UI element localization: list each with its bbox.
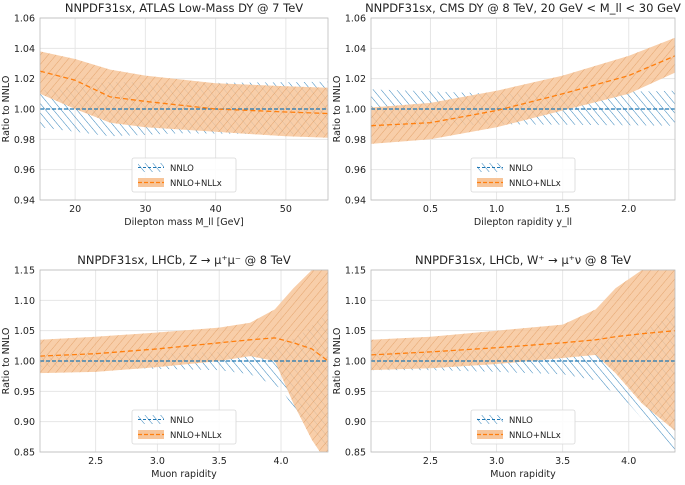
y-tick-label: 1.00 xyxy=(345,105,366,116)
nnlo-nllx-center-line xyxy=(371,330,675,356)
x-tick-label: 4.0 xyxy=(621,456,636,467)
y-tick-label: 1.04 xyxy=(345,44,366,55)
legend-label-nnlo-nllx: NNLO+NLLx xyxy=(170,431,222,441)
nnlo-nllx-band-hatch xyxy=(371,270,675,431)
chart-title: NNPDF31sx, LHCb, Z → μ⁺μ⁻ @ 8 TeV xyxy=(77,253,291,267)
y-tick-label: 1.00 xyxy=(14,357,35,368)
nnlo-nllx-center-line xyxy=(371,55,675,127)
plot-area xyxy=(40,270,328,452)
x-tick-label: 3.5 xyxy=(212,456,227,467)
y-axis-label: Ratio to NNLO xyxy=(332,76,343,143)
y-tick-label: 0.96 xyxy=(14,165,35,176)
y-axis-label: Ratio to NNLO xyxy=(1,328,12,395)
y-tick-label: 1.06 xyxy=(14,14,35,25)
nnlo-nllx-center-line xyxy=(40,337,328,362)
legend: NNLO NNLO+NLLx xyxy=(470,409,576,445)
x-tick-label: 4.0 xyxy=(273,456,288,467)
chart-title: NNPDF31sx, LHCb, W⁺ → μ⁺ν @ 8 TeV xyxy=(415,253,631,267)
y-tick-label: 0.85 xyxy=(14,448,35,459)
y-tick-label: 1.15 xyxy=(14,266,35,277)
legend-label-nnlo: NNLO xyxy=(170,416,194,426)
nnlo-nllx-band-hatch xyxy=(40,51,328,138)
chart-title: NNPDF31sx, CMS DY @ 8 TeV, 20 GeV < M_ll… xyxy=(365,1,681,15)
y-tick-label: 1.06 xyxy=(345,14,366,25)
nnlo-nllx-band-hatch xyxy=(371,37,675,144)
y-tick-label: 0.95 xyxy=(14,387,35,398)
y-tick-label: 1.02 xyxy=(14,74,35,85)
y-tick-label: 1.05 xyxy=(345,326,366,337)
x-tick-label: 1.5 xyxy=(555,204,570,215)
legend-label-nnlo-nllx: NNLO+NLLx xyxy=(509,431,561,441)
plot-area xyxy=(40,51,328,138)
chart-panel-3: 2.5 3.0 3.5 4.0 0.85 0.90 0.95 1.00 1.05 1.10 1.15… xyxy=(1,253,329,480)
plot-frame xyxy=(370,17,676,201)
y-axis-label: Ratio to NNLO xyxy=(1,76,12,143)
legend-label-nnlo: NNLO xyxy=(170,164,194,174)
y-tick-label: 1.02 xyxy=(345,74,366,85)
y-tick-label: 0.98 xyxy=(345,135,366,146)
x-tick-label: 1.0 xyxy=(489,204,504,215)
chart-panel-1: 20 30 40 50 0.94 0.96 0.98 1.00 1.02 1.04 1.06 NNPD… xyxy=(1,1,329,228)
y-tick-label: 1.00 xyxy=(345,357,366,368)
legend-label-nnlo: NNLO xyxy=(509,416,533,426)
nnlo-nllx-center-line xyxy=(40,70,328,115)
chart-title: NNPDF31sx, ATLAS Low-Mass DY @ 7 TeV xyxy=(65,1,303,15)
chart-panel-4: 2.5 3.0 3.5 4.0 0.85 0.90 0.95 1.00 1.05 1.10 1.15… xyxy=(332,253,676,480)
y-tick-label: 0.85 xyxy=(345,448,366,459)
y-tick-label: 1.05 xyxy=(14,326,35,337)
plot-area xyxy=(371,37,675,144)
x-tick-label: 3.5 xyxy=(555,456,570,467)
x-axis-label: Dilepton mass M_ll [GeV] xyxy=(124,217,243,228)
y-tick-label: 0.90 xyxy=(14,417,35,428)
x-tick-label: 3.0 xyxy=(150,456,165,467)
y-tick-label: 0.94 xyxy=(14,196,35,207)
x-axis-label: Dilepton rapidity y_ll xyxy=(474,217,572,228)
x-tick-label: 2.5 xyxy=(88,456,103,467)
plot-frame xyxy=(39,17,329,201)
y-tick-label: 1.04 xyxy=(14,44,35,55)
x-tick-label: 40 xyxy=(210,204,222,215)
x-tick-label: 3.0 xyxy=(489,456,504,467)
chart-panel-2: 0.5 1.0 1.5 2.0 0.94 0.96 0.98 1.00 1.02 1.04 1.06… xyxy=(332,1,681,228)
x-axis-label: Muon rapidity xyxy=(490,469,556,480)
y-tick-label: 1.10 xyxy=(345,296,366,307)
legend: NNLO NNLO+NLLx xyxy=(131,157,237,193)
x-tick-label: 20 xyxy=(69,204,81,215)
y-tick-label: 0.98 xyxy=(14,135,35,146)
y-tick-label: 1.00 xyxy=(14,105,35,116)
plot-frame xyxy=(370,269,676,453)
y-tick-label: 0.96 xyxy=(345,165,366,176)
x-axis-label: Muon rapidity xyxy=(151,469,217,480)
legend: NNLO NNLO+NLLx xyxy=(131,409,237,445)
legend-label-nnlo: NNLO xyxy=(509,164,533,174)
x-tick-label: 2.0 xyxy=(621,204,636,215)
x-tick-label: 2.5 xyxy=(423,456,438,467)
y-tick-label: 0.90 xyxy=(345,417,366,428)
y-tick-label: 1.10 xyxy=(14,296,35,307)
plot-area xyxy=(371,270,675,452)
nnlo-band xyxy=(40,312,328,452)
legend-label-nnlo-nllx: NNLO+NLLx xyxy=(509,179,561,189)
x-tick-label: 0.5 xyxy=(423,204,438,215)
y-tick-label: 0.95 xyxy=(345,387,366,398)
x-tick-label: 50 xyxy=(280,204,292,215)
plot-frame xyxy=(39,269,329,453)
y-axis-label: Ratio to NNLO xyxy=(332,328,343,395)
y-tick-label: 0.94 xyxy=(345,196,366,207)
legend: NNLO NNLO+NLLx xyxy=(470,157,576,193)
x-tick-label: 30 xyxy=(139,204,151,215)
legend-label-nnlo-nllx: NNLO+NLLx xyxy=(170,179,222,189)
y-tick-label: 1.15 xyxy=(345,266,366,277)
